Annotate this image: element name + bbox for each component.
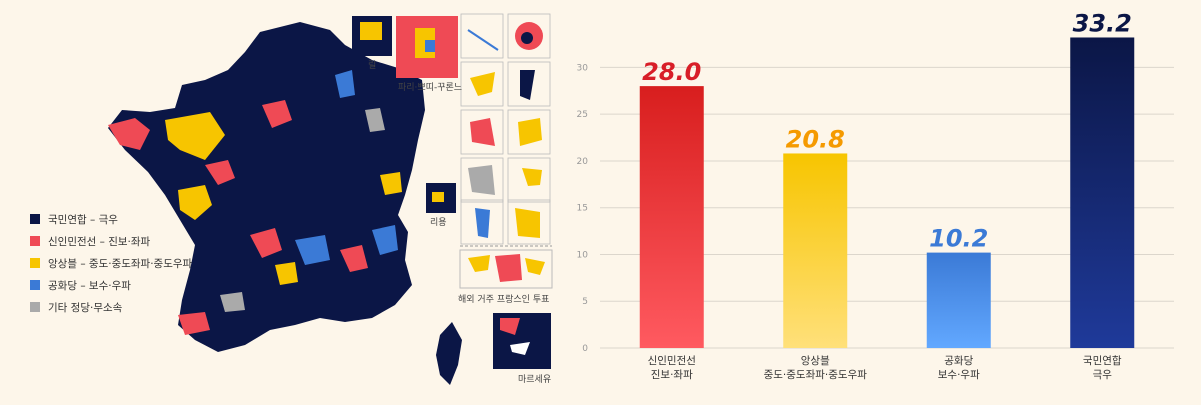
region-ensemble-west-2 [178, 185, 212, 220]
legend-item: 국민연합 – 극우 [30, 208, 192, 230]
legend-label: 신인민전선 – 진보·좌파 [48, 235, 151, 248]
bar-value-label: 10.2 [929, 225, 988, 253]
legend-item: 공화당 – 보수·우파 [30, 274, 192, 296]
region-nfp-brittany [108, 118, 150, 150]
region-lr-north [335, 70, 355, 98]
bar-value-label: 20.8 [786, 125, 845, 153]
inset-label-abroad: 해외 거주 프랑스인 투표 [458, 295, 550, 305]
legend-swatch-rn [30, 214, 40, 224]
y-tick-label: 0 [582, 344, 588, 354]
inset-label-lille: 릴 [368, 61, 377, 71]
mainland-france [108, 22, 425, 352]
inset-label-lyon: 리용 [430, 218, 447, 228]
bar-2 [926, 252, 991, 348]
region-ensemble-west [165, 112, 225, 160]
y-tick-label: 10 [577, 250, 589, 260]
bar-value-label: 33.2 [1073, 9, 1132, 37]
legend-item: 앙상블 – 중도·중도좌파·중도우파 [30, 252, 192, 274]
x-tick-label-line2: 보수·우파 [938, 369, 980, 381]
france-map [108, 13, 553, 385]
map-legend: 국민연합 – 극우 신인민전선 – 진보·좌파 앙상블 – 중도·중도좌파·중도… [30, 208, 192, 318]
region-ensemble-east [380, 172, 402, 195]
y-tick-label: 15 [577, 204, 588, 214]
x-tick-label-line1: 국민연합 [1083, 355, 1122, 367]
x-tick-label-line2: 진보·좌파 [651, 369, 693, 381]
bar-1 [783, 153, 848, 348]
legend-swatch-other [30, 302, 40, 312]
inset-label-marseille: 마르세유 [518, 375, 552, 385]
legend-label: 국민연합 – 극우 [48, 213, 118, 226]
bar-3 [1070, 37, 1135, 348]
region-nfp-center [250, 228, 282, 258]
region-lr-center [295, 235, 330, 265]
region-other-south [220, 292, 245, 312]
region-other-east [365, 108, 385, 132]
y-tick-label: 20 [577, 157, 589, 167]
x-tick-label-line1: 신인민전선 [648, 355, 696, 367]
region-nfp-lyon [340, 245, 368, 272]
inset-label-paris: 파리·쁘띠-꾸론느 [398, 83, 463, 93]
region-nfp-south [178, 312, 210, 335]
legend-label: 앙상블 – 중도·중도좌파·중도우파 [48, 257, 193, 270]
x-tick-label-line1: 앙상블 [801, 355, 830, 367]
legend-label: 공화당 – 보수·우파 [48, 279, 131, 292]
legend-item: 기타 정당·무소속 [30, 296, 192, 318]
region-nfp-west [205, 160, 235, 185]
region-nfp-paris [262, 100, 292, 128]
overseas-insets [460, 13, 551, 245]
x-tick-label-line2: 극우 [1093, 369, 1113, 381]
y-tick-label: 30 [577, 63, 589, 73]
x-tick-label-line2: 중도·중도좌파·중도우파 [764, 369, 868, 381]
legend-swatch-lr [30, 280, 40, 290]
bar-layer [639, 37, 1135, 348]
y-tick-label: 5 [582, 297, 588, 307]
legend-swatch-ensemble [30, 258, 40, 268]
legend-label: 기타 정당·무소속 [48, 301, 123, 314]
x-tick-label-line1: 공화당 [944, 355, 973, 367]
legend-swatch-nfp [30, 236, 40, 246]
legend-item: 신인민전선 – 진보·좌파 [30, 230, 192, 252]
bar-value-label: 28.0 [642, 58, 701, 86]
region-ensemble-center [275, 262, 298, 285]
region-lr-alps [372, 225, 398, 255]
bar-0 [639, 86, 704, 348]
y-tick-label: 25 [577, 110, 588, 120]
corsica [436, 322, 462, 385]
results-map-panel: 국민연합 – 극우 신인민전선 – 진보·좌파 앙상블 – 중도·중도좌파·중도… [0, 0, 570, 401]
inset-abroad-map [459, 249, 553, 289]
